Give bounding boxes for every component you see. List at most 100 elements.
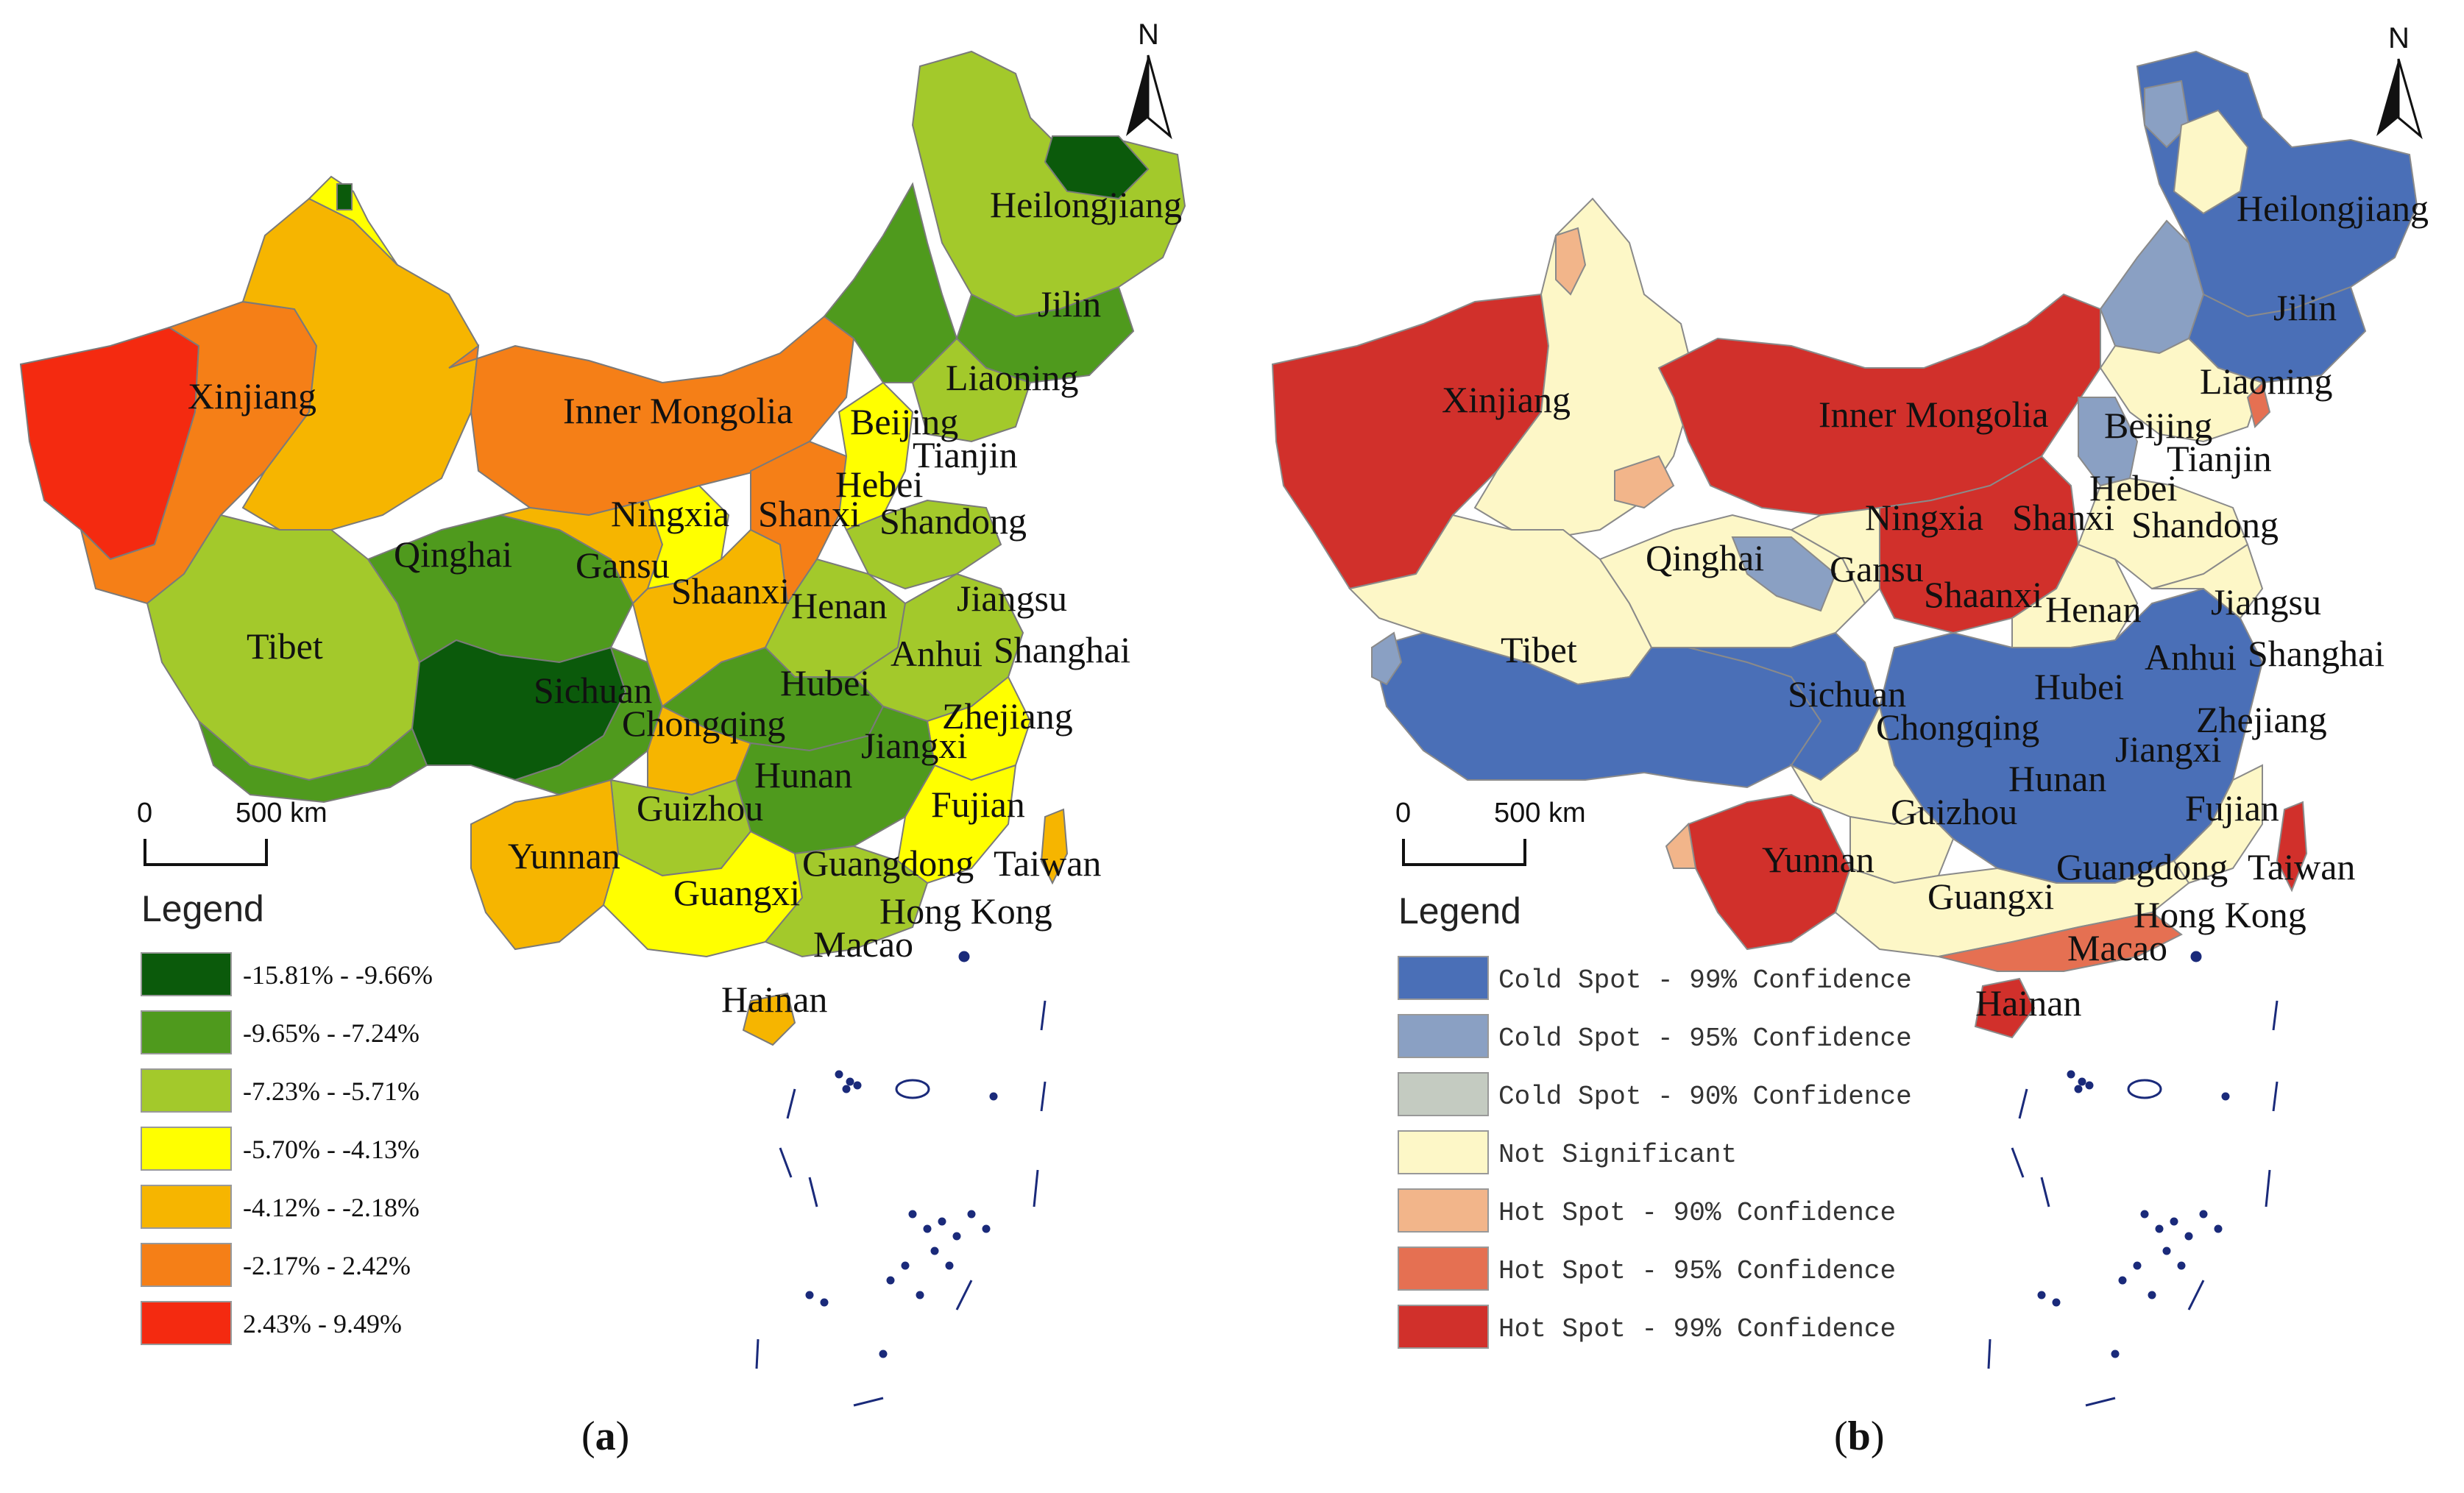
label-zhejiang: Zhejiang bbox=[2196, 699, 2327, 740]
legend-swatch bbox=[141, 1301, 232, 1345]
label-yunnan: Yunnan bbox=[1762, 839, 1874, 880]
legend-label: Cold Spot - 90% Confidence bbox=[1498, 1082, 1912, 1112]
region-guangdong bbox=[764, 845, 929, 958]
region-liaoning bbox=[911, 337, 1032, 443]
label-hainan: Hainan bbox=[1975, 982, 2081, 1024]
legend-label: 2.43% - 9.49% bbox=[243, 1309, 402, 1338]
label-henan: Henan bbox=[791, 585, 888, 626]
label-beijing: Beijing bbox=[2104, 405, 2212, 446]
label-ningxia: Ningxia bbox=[611, 493, 729, 534]
legend-label: Hot Spot - 95% Confidence bbox=[1498, 1256, 1896, 1286]
label-tianjin: Tianjin bbox=[2167, 438, 2272, 479]
region-ne-mongolia bbox=[823, 182, 958, 383]
label-ningxia: Ningxia bbox=[1865, 497, 1983, 538]
region-guangdong-hot95 bbox=[1938, 911, 2183, 972]
label-shanghai: Shanghai bbox=[994, 629, 1130, 670]
north-arrow-icon: N bbox=[2376, 22, 2423, 140]
label-inner-mongolia: Inner Mongolia bbox=[563, 390, 793, 431]
region-qinghai-cold95 bbox=[1731, 536, 1837, 612]
label-jilin: Jilin bbox=[2273, 287, 2337, 328]
region-taiwan bbox=[2276, 801, 2308, 893]
label-heilongjiang: Heilongjiang bbox=[990, 184, 1182, 225]
region-coast-hot bbox=[2246, 381, 2271, 428]
legend-swatch bbox=[1398, 1305, 1489, 1349]
legend-swatch bbox=[1398, 1072, 1489, 1116]
north-label: N bbox=[1138, 18, 1159, 51]
region-tibet-cold95 bbox=[1371, 631, 1403, 686]
label-jilin: Jilin bbox=[1038, 283, 1101, 325]
legend-items: Cold Spot - 99% Confidence Cold Spot - 95… bbox=[1398, 956, 1912, 1349]
region-hainan bbox=[742, 992, 796, 1046]
label-sichuan: Sichuan bbox=[534, 670, 652, 711]
legend-swatch bbox=[1398, 1246, 1489, 1291]
label-hubei: Hubei bbox=[780, 662, 870, 703]
label-shanxi: Shanxi bbox=[2012, 497, 2114, 538]
south-china-sea-islands bbox=[1987, 951, 2279, 1407]
label-hubei: Hubei bbox=[2034, 666, 2124, 707]
panel-label-b: (b) bbox=[1834, 1414, 1885, 1459]
region-jiangsu-ns bbox=[2151, 543, 2264, 620]
label-guizhou: Guizhou bbox=[1891, 791, 2017, 832]
map-regions bbox=[1271, 50, 2418, 1039]
legend-swatch bbox=[1398, 956, 1489, 1000]
region-ne-ns bbox=[2173, 109, 2249, 215]
scale-bar: 0 500 km bbox=[137, 798, 328, 866]
label-qinghai: Qinghai bbox=[1646, 537, 1764, 578]
label-fujian: Fujian bbox=[931, 784, 1025, 825]
map-panel-a: Heilongjiang Jilin Liaoning Beijing Tian… bbox=[19, 18, 1186, 1459]
region-heilongjiang bbox=[911, 50, 1186, 318]
label-fujian: Fujian bbox=[2185, 787, 2279, 829]
label-xinjiang: Xinjiang bbox=[1442, 379, 1571, 420]
label-hong-kong: Hong Kong bbox=[879, 890, 1052, 932]
legend-swatch bbox=[141, 1243, 232, 1287]
north-arrow-icon: N bbox=[1126, 18, 1172, 140]
label-liaoning: Liaoning bbox=[2200, 361, 2333, 402]
legend-swatch bbox=[1398, 1188, 1489, 1233]
label-shanxi: Shanxi bbox=[758, 493, 860, 534]
legend-label: -4.12% - -2.18% bbox=[243, 1193, 419, 1222]
label-jiangxi: Jiangxi bbox=[861, 725, 967, 766]
label-xinjiang: Xinjiang bbox=[188, 375, 316, 416]
legend-label: Not Significant bbox=[1498, 1140, 1737, 1170]
label-hunan: Hunan bbox=[754, 754, 852, 795]
label-guizhou: Guizhou bbox=[637, 787, 763, 829]
region-chongqing-ns bbox=[1789, 704, 1925, 826]
label-inner-mongolia: Inner Mongolia bbox=[1819, 394, 2048, 435]
label-shaanxi: Shaanxi bbox=[1924, 574, 2042, 615]
legend-label: Hot Spot - 99% Confidence bbox=[1498, 1314, 1896, 1344]
legend-swatch bbox=[141, 1010, 232, 1054]
scale-start: 0 bbox=[137, 798, 152, 829]
label-tianjin: Tianjin bbox=[913, 434, 1018, 475]
legend-swatch bbox=[141, 1127, 232, 1171]
panel-label-a: (a) bbox=[581, 1414, 630, 1459]
region-central-cold bbox=[1878, 587, 2264, 884]
region-heilongjiang-cold95 bbox=[2144, 79, 2190, 149]
province-labels: Heilongjiang Jilin Liaoning Beijing Tian… bbox=[188, 184, 1182, 1020]
label-guangdong: Guangdong bbox=[802, 843, 974, 884]
label-guangxi: Guangxi bbox=[1927, 876, 2054, 917]
label-yunnan: Yunnan bbox=[508, 835, 620, 876]
legend-label: -2.17% - 2.42% bbox=[243, 1251, 411, 1280]
label-hainan: Hainan bbox=[721, 979, 827, 1020]
label-shaanxi: Shaanxi bbox=[671, 570, 790, 611]
label-chongqing: Chongqing bbox=[622, 703, 785, 744]
region-xinjiang-hot90 bbox=[1555, 227, 1587, 296]
label-guangxi: Guangxi bbox=[673, 872, 800, 913]
label-guangdong: Guangdong bbox=[2056, 846, 2228, 887]
label-macao: Macao bbox=[2067, 927, 2167, 968]
label-taiwan: Taiwan bbox=[994, 843, 1101, 884]
map-regions bbox=[19, 50, 1186, 1046]
scale-end: 500 km bbox=[1494, 798, 1586, 829]
legend-label: Cold Spot - 99% Confidence bbox=[1498, 965, 1912, 996]
legend-label: -15.81% - -9.66% bbox=[243, 960, 433, 990]
label-hunan: Hunan bbox=[2008, 758, 2106, 799]
scale-start: 0 bbox=[1395, 798, 1411, 829]
label-jiangxi: Jiangxi bbox=[2115, 728, 2221, 770]
label-hebei: Hebei bbox=[2089, 467, 2177, 508]
label-liaoning: Liaoning bbox=[946, 357, 1079, 398]
label-tibet: Tibet bbox=[1501, 629, 1577, 670]
label-beijing: Beijing bbox=[850, 401, 958, 442]
legend-swatch bbox=[1398, 1014, 1489, 1058]
label-shanghai: Shanghai bbox=[2248, 633, 2385, 674]
